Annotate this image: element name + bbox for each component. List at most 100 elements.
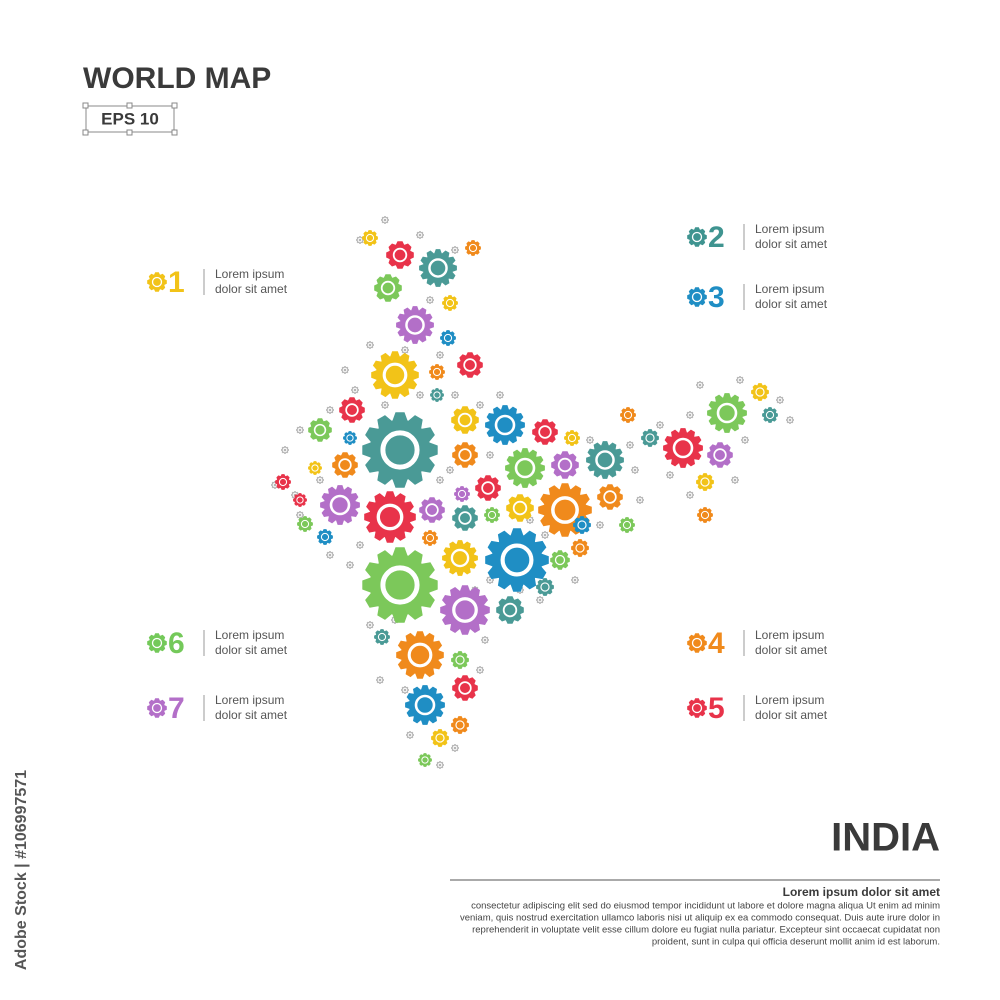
- gear: [316, 476, 324, 484]
- gear: [436, 351, 444, 359]
- gear-ring: [632, 467, 638, 473]
- item-line2: dolor sit amet: [755, 708, 828, 722]
- gear-ring: [367, 342, 373, 348]
- title: WORLD MAP: [83, 62, 271, 95]
- item-line2: dolor sit amet: [215, 643, 288, 657]
- gear: [541, 531, 549, 539]
- item-line2: dolor sit amet: [215, 708, 288, 722]
- gear: [381, 401, 389, 409]
- gear: [430, 388, 444, 402]
- gear-ring: [297, 512, 303, 518]
- gear-ring: [425, 533, 435, 543]
- gear-ring: [487, 577, 493, 583]
- gear: [564, 430, 580, 446]
- gear: [485, 405, 525, 445]
- gear-ring: [667, 472, 673, 478]
- gear-ring: [435, 733, 445, 743]
- gear-ring: [468, 243, 478, 253]
- gear-ring: [452, 597, 478, 623]
- gear: [308, 418, 332, 442]
- gear: [486, 451, 494, 459]
- gear: [571, 539, 589, 557]
- gear-ring: [691, 637, 703, 649]
- gear-ring: [487, 452, 493, 458]
- gear-ring: [494, 414, 516, 436]
- gear: [454, 486, 470, 502]
- gear-ring: [296, 496, 304, 504]
- gear: [457, 352, 483, 378]
- gear: [656, 421, 664, 429]
- gear-ring: [577, 520, 587, 530]
- gear-ring: [278, 477, 288, 487]
- country: INDIA: [831, 816, 940, 860]
- gear-ring: [392, 247, 408, 263]
- gear: [505, 448, 545, 488]
- gear: [532, 419, 558, 445]
- gear-ring: [657, 422, 663, 428]
- gear: [741, 436, 749, 444]
- gear-ring: [417, 392, 423, 398]
- gear-ring: [455, 655, 465, 665]
- gear-ring: [405, 315, 425, 335]
- gear-ring: [357, 237, 363, 243]
- gear-ring: [765, 410, 775, 420]
- gear: [697, 507, 713, 523]
- gear-ring: [603, 490, 617, 504]
- gear: [440, 330, 456, 346]
- gear-ring: [327, 407, 333, 413]
- gear-ring: [338, 458, 352, 472]
- gear: [362, 547, 438, 623]
- gear-ring: [382, 402, 388, 408]
- gear-ring: [428, 258, 448, 278]
- gear: [416, 391, 424, 399]
- item-line2: dolor sit amet: [755, 237, 828, 251]
- gear: [356, 541, 364, 549]
- gear-ring: [282, 447, 288, 453]
- gear-ring: [457, 489, 467, 499]
- gear-ring: [700, 510, 710, 520]
- gear: [431, 729, 449, 747]
- gear: [426, 296, 434, 304]
- item-number: 2: [708, 221, 725, 254]
- gear-ring: [732, 477, 738, 483]
- gear: [687, 287, 707, 307]
- gear: [451, 716, 469, 734]
- gear: [422, 530, 438, 546]
- gear: [641, 429, 659, 447]
- gear: [451, 406, 479, 434]
- gear: [596, 521, 604, 529]
- gear: [147, 633, 167, 653]
- gear-ring: [572, 577, 578, 583]
- item-number: 1: [168, 266, 185, 299]
- gear-ring: [433, 391, 441, 399]
- gear: [326, 551, 334, 559]
- gear: [343, 431, 357, 445]
- gear-ring: [627, 442, 633, 448]
- gear-ring: [687, 412, 693, 418]
- gear-ring: [777, 397, 783, 403]
- gear: [296, 426, 304, 434]
- gear: [476, 401, 484, 409]
- item-number: 5: [708, 692, 725, 725]
- gear: [550, 550, 570, 570]
- gear-ring: [737, 377, 743, 383]
- gear: [475, 475, 501, 501]
- gear: [442, 540, 478, 576]
- item-number: 7: [168, 692, 185, 725]
- gear: [451, 744, 459, 752]
- gear-ring: [151, 702, 163, 714]
- item-line1: Lorem ipsum: [215, 628, 284, 642]
- map-gears: [271, 216, 794, 769]
- gear-ring: [455, 720, 465, 730]
- gear-ring: [567, 433, 577, 443]
- footer-line: proident, sunt in culpa qui officia dese…: [652, 937, 940, 948]
- gear: [586, 436, 594, 444]
- gear-ring: [300, 519, 310, 529]
- gear: [687, 227, 707, 247]
- gear-ring: [540, 582, 550, 592]
- gear: [586, 441, 624, 479]
- gear: [366, 621, 374, 629]
